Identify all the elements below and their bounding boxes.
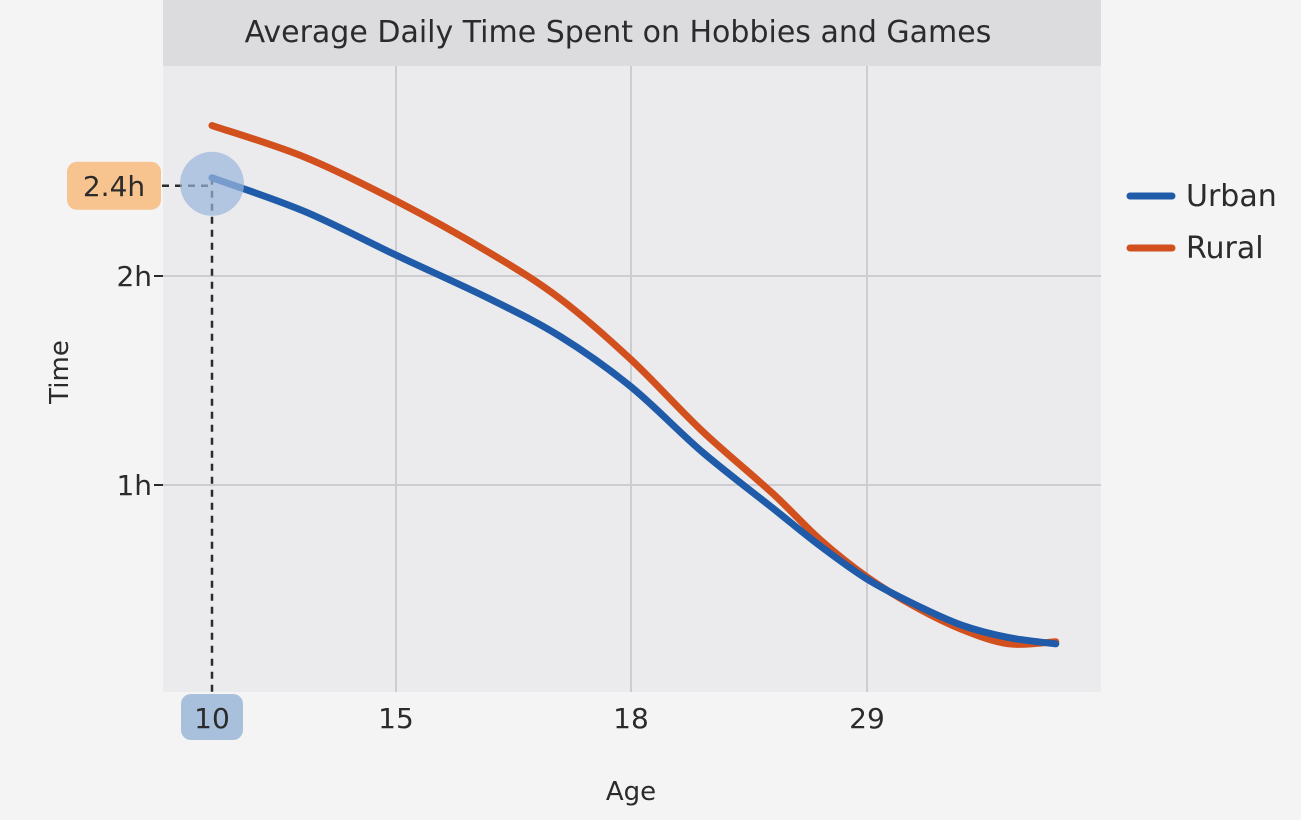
series-line-urban bbox=[208, 174, 1060, 648]
chart-title: Average Daily Time Spent on Hobbies and … bbox=[245, 15, 992, 50]
series-layer bbox=[208, 122, 1060, 648]
legend-label-rural: Rural bbox=[1186, 231, 1264, 266]
x-axis-ticks: 15 18 29 bbox=[378, 702, 885, 735]
highlight-markers: 2.4h 10 bbox=[67, 151, 244, 740]
y-tick-label: 1h bbox=[116, 469, 152, 502]
legend: Urban Rural bbox=[1126, 179, 1277, 266]
y-axis-label: Time bbox=[45, 340, 75, 405]
y-axis-ticks: 1h 2h bbox=[116, 260, 163, 502]
x-tick-label: 18 bbox=[613, 702, 649, 735]
title-bar bbox=[163, 0, 1101, 66]
highlight-point-halo bbox=[180, 151, 244, 216]
gridlines bbox=[163, 66, 1101, 692]
legend-label-urban: Urban bbox=[1186, 179, 1277, 214]
x-highlight-label: 10 bbox=[194, 702, 230, 735]
y-tick-label: 2h bbox=[116, 260, 152, 293]
y-highlight-badge bbox=[67, 161, 161, 210]
x-tick-label: 15 bbox=[378, 702, 414, 735]
y-highlight-label: 2.4h bbox=[83, 170, 145, 203]
x-axis-label: Age bbox=[606, 777, 656, 807]
x-highlight-badge bbox=[181, 694, 243, 740]
x-tick-label: 29 bbox=[849, 702, 885, 735]
